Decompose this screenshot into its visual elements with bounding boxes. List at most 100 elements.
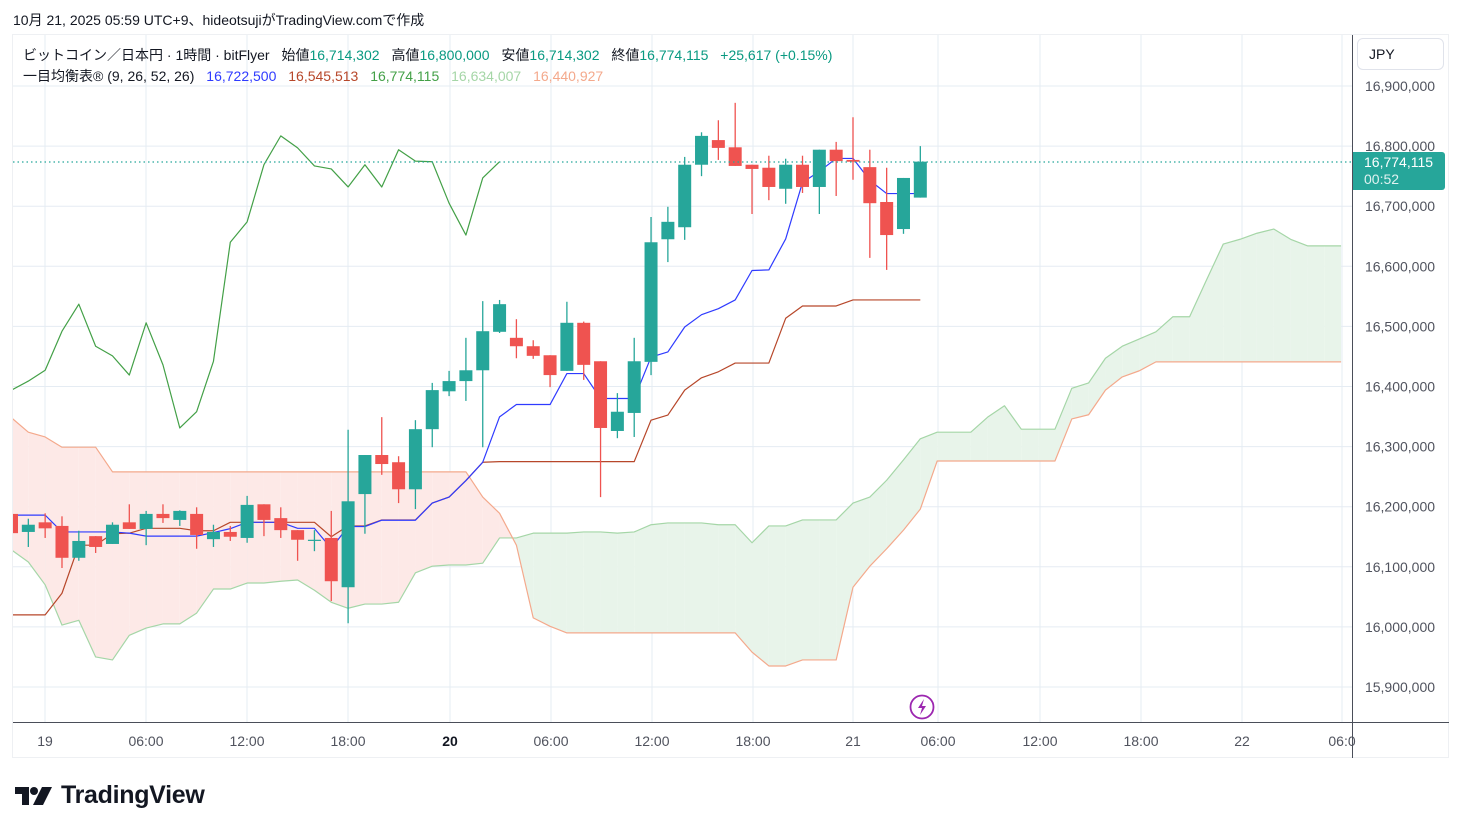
cloud-segment-bearish (449, 471, 466, 565)
change-value: +25,617 (+0.15%) (720, 47, 833, 63)
chikou-span-line (13, 135, 500, 429)
price-tick-label: 16,100,000 (1365, 559, 1435, 575)
cloud-segment-bearish (45, 436, 62, 626)
candle-body (644, 242, 658, 362)
candle-bearish (543, 355, 557, 388)
indicator-legend: 一目均衡表® (9, 26, 52, 26) 16,722,500 16,545… (23, 66, 603, 86)
time-axis[interactable]: 19 06:00 12:00 18:00 20 06:00 12:00 18:00 21 06:0… (37, 733, 1356, 749)
candle-bearish (594, 361, 608, 498)
candle-bearish (846, 117, 860, 180)
tenkan-value: 16,722,500 (206, 68, 277, 84)
candle-body (13, 513, 18, 534)
candles (13, 102, 927, 624)
cloud-segment-bullish (768, 525, 786, 666)
currency-button[interactable]: JPY (1357, 38, 1444, 70)
cloud-segment-bullish (836, 503, 853, 660)
cloud-segment-bullish (819, 519, 837, 660)
close-label: 終値 (611, 47, 640, 63)
candle-bearish (274, 507, 288, 538)
candle-body (274, 518, 288, 531)
senkou-span-a-line (13, 228, 1342, 661)
candle-bullish (21, 518, 35, 547)
cloud-segment-bearish (162, 471, 180, 624)
candle-body (711, 140, 725, 148)
cloud-segment-bearish (465, 471, 483, 565)
cloud-segment-bearish (112, 471, 130, 660)
price-tick-label: 16,300,000 (1365, 439, 1435, 455)
cloud-segment-bullish (1290, 239, 1308, 362)
cloud-segment-bullish (903, 438, 921, 531)
span-a-value: 16,634,007 (451, 68, 522, 84)
time-tick-label: 06:00 (128, 733, 163, 749)
cloud-segment-bullish (1240, 233, 1257, 362)
cloud-segment-bearish (230, 471, 248, 590)
cloud-segment-bearish (263, 471, 281, 584)
candle-bullish (341, 429, 355, 624)
candle-body (577, 322, 591, 365)
chart-credit: 10月 21, 2025 05:59 UTC+9、hideotsujiがTrad… (13, 12, 425, 28)
tradingview-logo[interactable]: TradingView (15, 781, 205, 810)
cloud-segment-bullish (920, 432, 938, 510)
candle-bullish (425, 382, 439, 448)
candle-bullish (476, 301, 490, 448)
cloud-segment-bullish (970, 417, 988, 462)
price-tick-label: 16,800,000 (1365, 138, 1435, 154)
lightning-event-icon[interactable] (909, 694, 935, 720)
candle-body (240, 504, 254, 538)
candle-body (493, 304, 507, 332)
candle-bullish (644, 217, 658, 376)
cloud-segment-bullish (1172, 316, 1190, 362)
candle-bullish (493, 299, 507, 334)
cloud-segment-bearish (78, 447, 96, 657)
candle-body (223, 531, 237, 537)
candle-bearish (863, 149, 877, 258)
candle-body (190, 513, 204, 535)
time-tick-label: 21 (845, 733, 861, 749)
candle-bullish (627, 337, 641, 437)
candle-body (610, 411, 624, 431)
time-tick-label: 06:00 (533, 733, 568, 749)
candle-bullish (105, 522, 119, 544)
symbol-title[interactable]: ビットコイン／日本円 · 1時間 · bitFlyer (23, 47, 270, 63)
indicator-name[interactable]: 一目均衡表® (23, 68, 104, 84)
candle-bullish (678, 156, 692, 240)
chikou-value: 16,774,115 (370, 68, 440, 84)
candle-body (796, 164, 810, 187)
kijun-value: 16,545,513 (288, 68, 359, 84)
candle-body (55, 525, 69, 558)
candle-bearish (577, 321, 591, 380)
senkou-span-b-line (13, 361, 1342, 667)
high-label: 高値 (391, 47, 420, 63)
candle-body (846, 159, 860, 162)
time-tick-label: 18:00 (330, 733, 365, 749)
candle-bearish (291, 530, 305, 561)
candle-bearish (257, 504, 271, 537)
cloud-segment-bullish (1004, 405, 1022, 462)
cloud-segment-bearish (28, 432, 46, 585)
candle-body (257, 504, 271, 520)
cloud-segment-bearish (415, 471, 433, 573)
cloud-segment-bullish (1139, 331, 1156, 371)
candle-body (307, 539, 321, 541)
price-tick-label: 16,000,000 (1365, 619, 1435, 635)
candle-body (358, 455, 372, 495)
cloud-segment-bullish (1324, 245, 1342, 362)
cloud-segment-bearish (129, 471, 147, 636)
cloud-segment-bearish (13, 419, 29, 562)
price-axis[interactable]: 16,900,000 16,800,000 16,700,000 16,600,000… (1365, 78, 1435, 695)
candle-body (425, 390, 439, 430)
candle-body (105, 524, 119, 544)
candle-body (509, 337, 523, 347)
current-price-label: 16,774,115 00:52 (1353, 152, 1445, 190)
candle-bullish (459, 337, 473, 401)
cloud-segment-bullish (1307, 245, 1325, 362)
candle-body (206, 531, 220, 540)
candle-bearish (509, 319, 523, 359)
candle-bearish (745, 164, 759, 215)
price-tick-label: 16,600,000 (1365, 258, 1435, 274)
cloud-segment-bullish (1071, 382, 1089, 419)
candle-bullish (913, 146, 927, 198)
price-tick-label: 16,700,000 (1365, 198, 1435, 214)
cloud-segment-bullish (1021, 429, 1039, 462)
